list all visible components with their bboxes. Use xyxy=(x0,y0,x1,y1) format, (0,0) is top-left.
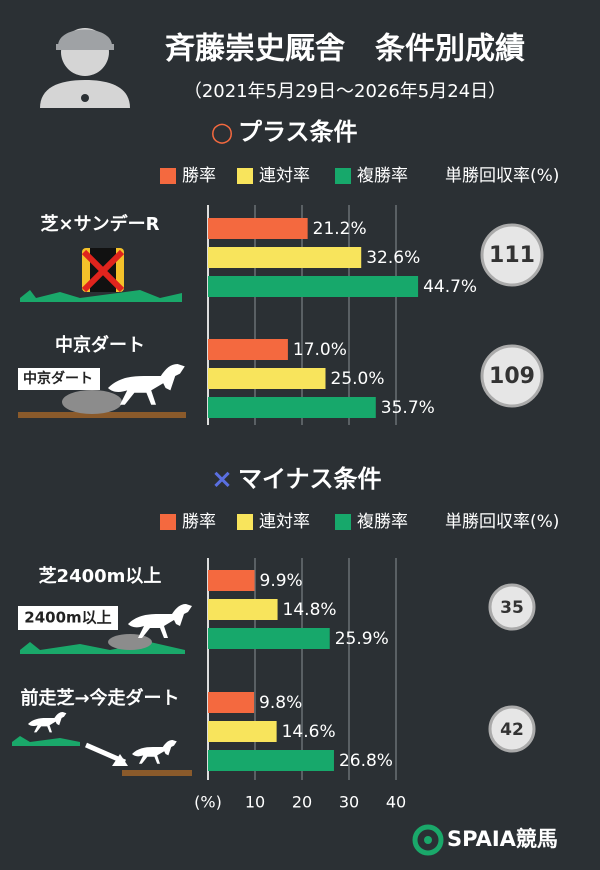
illustration-tag: 中京ダート xyxy=(23,370,93,387)
legend-swatch xyxy=(335,168,351,184)
legend-label: 勝率 xyxy=(182,166,216,186)
value-label: 17.0% xyxy=(293,340,347,360)
value-label: 9.8% xyxy=(259,693,302,713)
bar xyxy=(208,397,376,418)
recovery-badge xyxy=(480,223,544,287)
bar xyxy=(208,628,330,649)
bar xyxy=(208,721,277,742)
bar xyxy=(208,599,278,620)
bar xyxy=(208,750,334,771)
value-label: 32.6% xyxy=(366,248,420,268)
recovery-value: 109 xyxy=(489,364,535,389)
recovery-badge xyxy=(488,583,536,631)
bar xyxy=(208,276,419,297)
bar xyxy=(208,692,255,713)
value-label: 26.8% xyxy=(339,751,393,771)
bar xyxy=(208,368,326,389)
value-label: 25.9% xyxy=(335,629,389,649)
value-label: 25.0% xyxy=(331,369,385,389)
bar xyxy=(208,570,255,591)
value-label: 14.6% xyxy=(282,722,336,742)
illustration-tag: 2400m以上 xyxy=(24,609,111,627)
value-label: 44.7% xyxy=(423,277,477,297)
group-label: 芝×サンデーR xyxy=(41,213,160,235)
recovery-value: 42 xyxy=(500,720,524,740)
bar xyxy=(208,247,362,268)
group-label: 芝2400m以上 xyxy=(39,565,162,587)
legend-recovery: 単勝回収率(%) xyxy=(445,512,559,532)
x-tick-label: 20 xyxy=(292,793,312,812)
section-marker: ○ xyxy=(211,118,234,148)
recovery-value: 111 xyxy=(489,243,535,268)
value-label: 9.9% xyxy=(260,571,303,591)
bar xyxy=(208,339,288,360)
x-tick-label: 10 xyxy=(245,793,265,812)
bar xyxy=(208,218,308,239)
legend-label: 複勝率 xyxy=(357,166,408,186)
legend-label: 複勝率 xyxy=(357,512,408,532)
legend-label: 連対率 xyxy=(259,166,310,186)
group-label: 前走芝→今走ダート xyxy=(20,687,179,709)
legend-label: 連対率 xyxy=(259,512,310,532)
group-label: 中京ダート xyxy=(55,334,145,356)
subtitle: （2021年5月29日～2026年5月24日） xyxy=(184,81,506,102)
section-heading: マイナス条件 xyxy=(238,465,382,493)
value-label: 14.8% xyxy=(283,600,337,620)
value-label: 35.7% xyxy=(381,398,435,418)
legend-swatch xyxy=(160,168,176,184)
x-tick-label: 30 xyxy=(339,793,359,812)
section-marker: × xyxy=(211,465,233,495)
illustrations xyxy=(12,248,192,776)
x-unit: (%) xyxy=(194,793,222,812)
legend-recovery: 単勝回収率(%) xyxy=(445,166,559,186)
recovery-badge xyxy=(488,705,536,753)
legend-swatch xyxy=(160,514,176,530)
legend-swatch xyxy=(237,168,253,184)
jockey-icon xyxy=(40,28,130,108)
recovery-badge xyxy=(480,344,544,408)
title: 斉藤崇史厩舎 条件別成績 xyxy=(165,32,525,67)
value-label: 21.2% xyxy=(313,219,367,239)
logo: SPAIA競馬 xyxy=(447,827,558,851)
logo-icon xyxy=(412,824,444,856)
legend-label: 勝率 xyxy=(182,512,216,532)
section-heading: プラス条件 xyxy=(238,118,358,146)
legend-swatch xyxy=(237,514,253,530)
legend-swatch xyxy=(335,514,351,530)
x-tick-label: 40 xyxy=(386,793,406,812)
recovery-value: 35 xyxy=(500,598,524,618)
